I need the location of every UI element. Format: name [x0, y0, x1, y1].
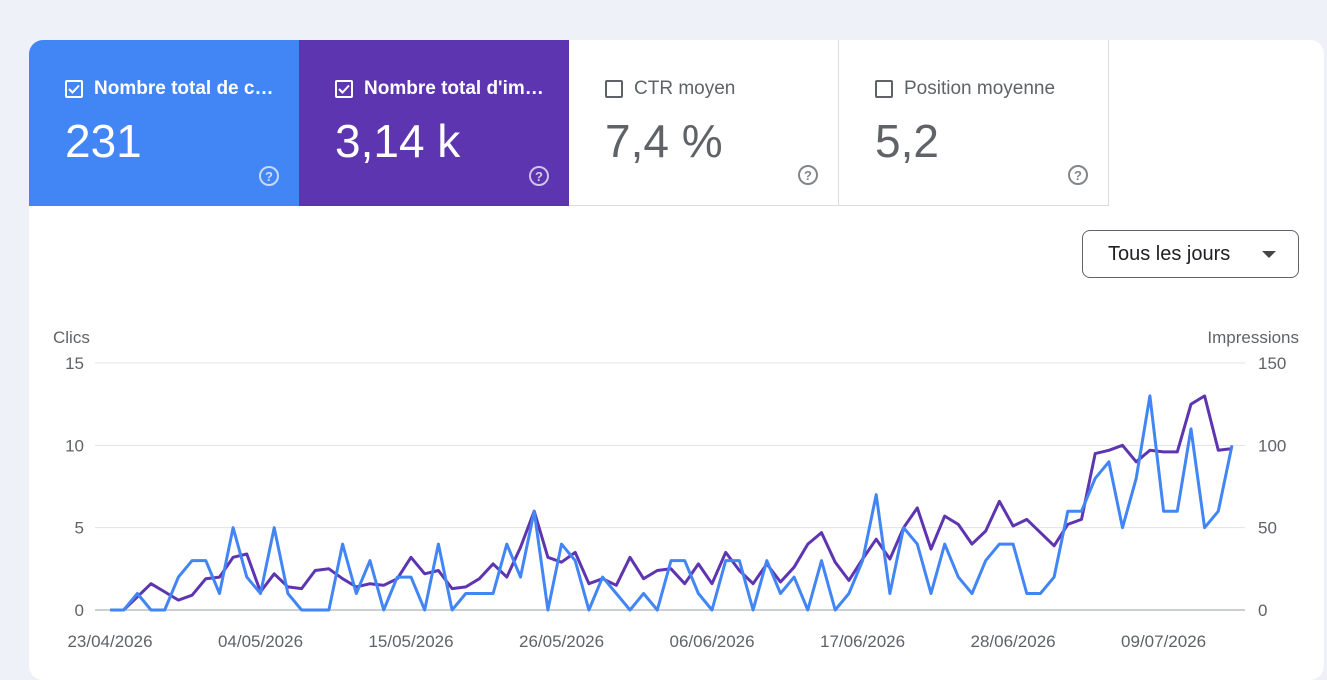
left-axis-title: Clics [53, 328, 90, 347]
performance-chart: Clics Impressions 0 0 5 50 10 100 15 150 23/04/202… [53, 328, 1299, 651]
check-icon[interactable] [335, 80, 353, 98]
metric-label: Nombre total d'im… [364, 78, 544, 99]
help-circle-icon[interactable]: ? [529, 166, 549, 186]
x-tick-label: 23/04/2026 [67, 632, 152, 651]
help-circle-icon[interactable]: ? [798, 165, 818, 185]
metric-value: 7,4 % [605, 115, 723, 167]
x-tick-label: 04/05/2026 [218, 632, 303, 651]
metric-card-clicks[interactable]: Nombre total de c… 231 ? [29, 40, 299, 206]
metric-label: CTR moyen [634, 78, 736, 99]
clicks-series-line [110, 394, 1234, 612]
left-tick-label: 5 [75, 519, 84, 538]
help-circle-icon[interactable]: ? [1068, 165, 1088, 185]
date-range-label: Tous les jours [1108, 242, 1231, 265]
metric-value: 5,2 [875, 115, 939, 167]
date-range-dropdown[interactable]: Tous les jours [1082, 230, 1299, 278]
impressions-series-line [110, 394, 1233, 612]
checkbox-icon[interactable] [605, 80, 623, 98]
check-icon[interactable] [65, 80, 83, 98]
metric-label: Nombre total de c… [94, 78, 274, 99]
left-tick-label: 15 [65, 354, 84, 373]
metric-label: Position moyenne [904, 78, 1056, 99]
metric-value: 231 [65, 115, 142, 167]
metric-value: 3,14 k [335, 115, 461, 167]
left-tick-label: 0 [75, 601, 84, 620]
metric-card-ctr[interactable]: CTR moyen 7,4 % ? [569, 40, 839, 206]
x-tick-label: 06/06/2026 [670, 632, 755, 651]
metric-card-impressions[interactable]: Nombre total d'im… 3,14 k ? [299, 40, 569, 206]
help-circle-icon[interactable]: ? [259, 166, 279, 186]
right-tick-label: 100 [1258, 436, 1286, 455]
x-tick-label: 28/06/2026 [971, 632, 1056, 651]
x-tick-label: 15/05/2026 [368, 632, 453, 651]
x-tick-label: 17/06/2026 [820, 632, 905, 651]
right-tick-label: 50 [1258, 519, 1277, 538]
x-tick-label: 09/07/2026 [1121, 632, 1206, 651]
left-tick-label: 10 [65, 436, 84, 455]
metric-card-position[interactable]: Position moyenne 5,2 ? [839, 40, 1109, 206]
right-tick-label: 150 [1258, 354, 1286, 373]
x-tick-label: 26/05/2026 [519, 632, 604, 651]
right-axis-title: Impressions [1207, 328, 1299, 347]
checkbox-icon[interactable] [875, 80, 893, 98]
arrow-drop-down-icon [1262, 251, 1276, 258]
right-tick-label: 0 [1258, 601, 1267, 620]
